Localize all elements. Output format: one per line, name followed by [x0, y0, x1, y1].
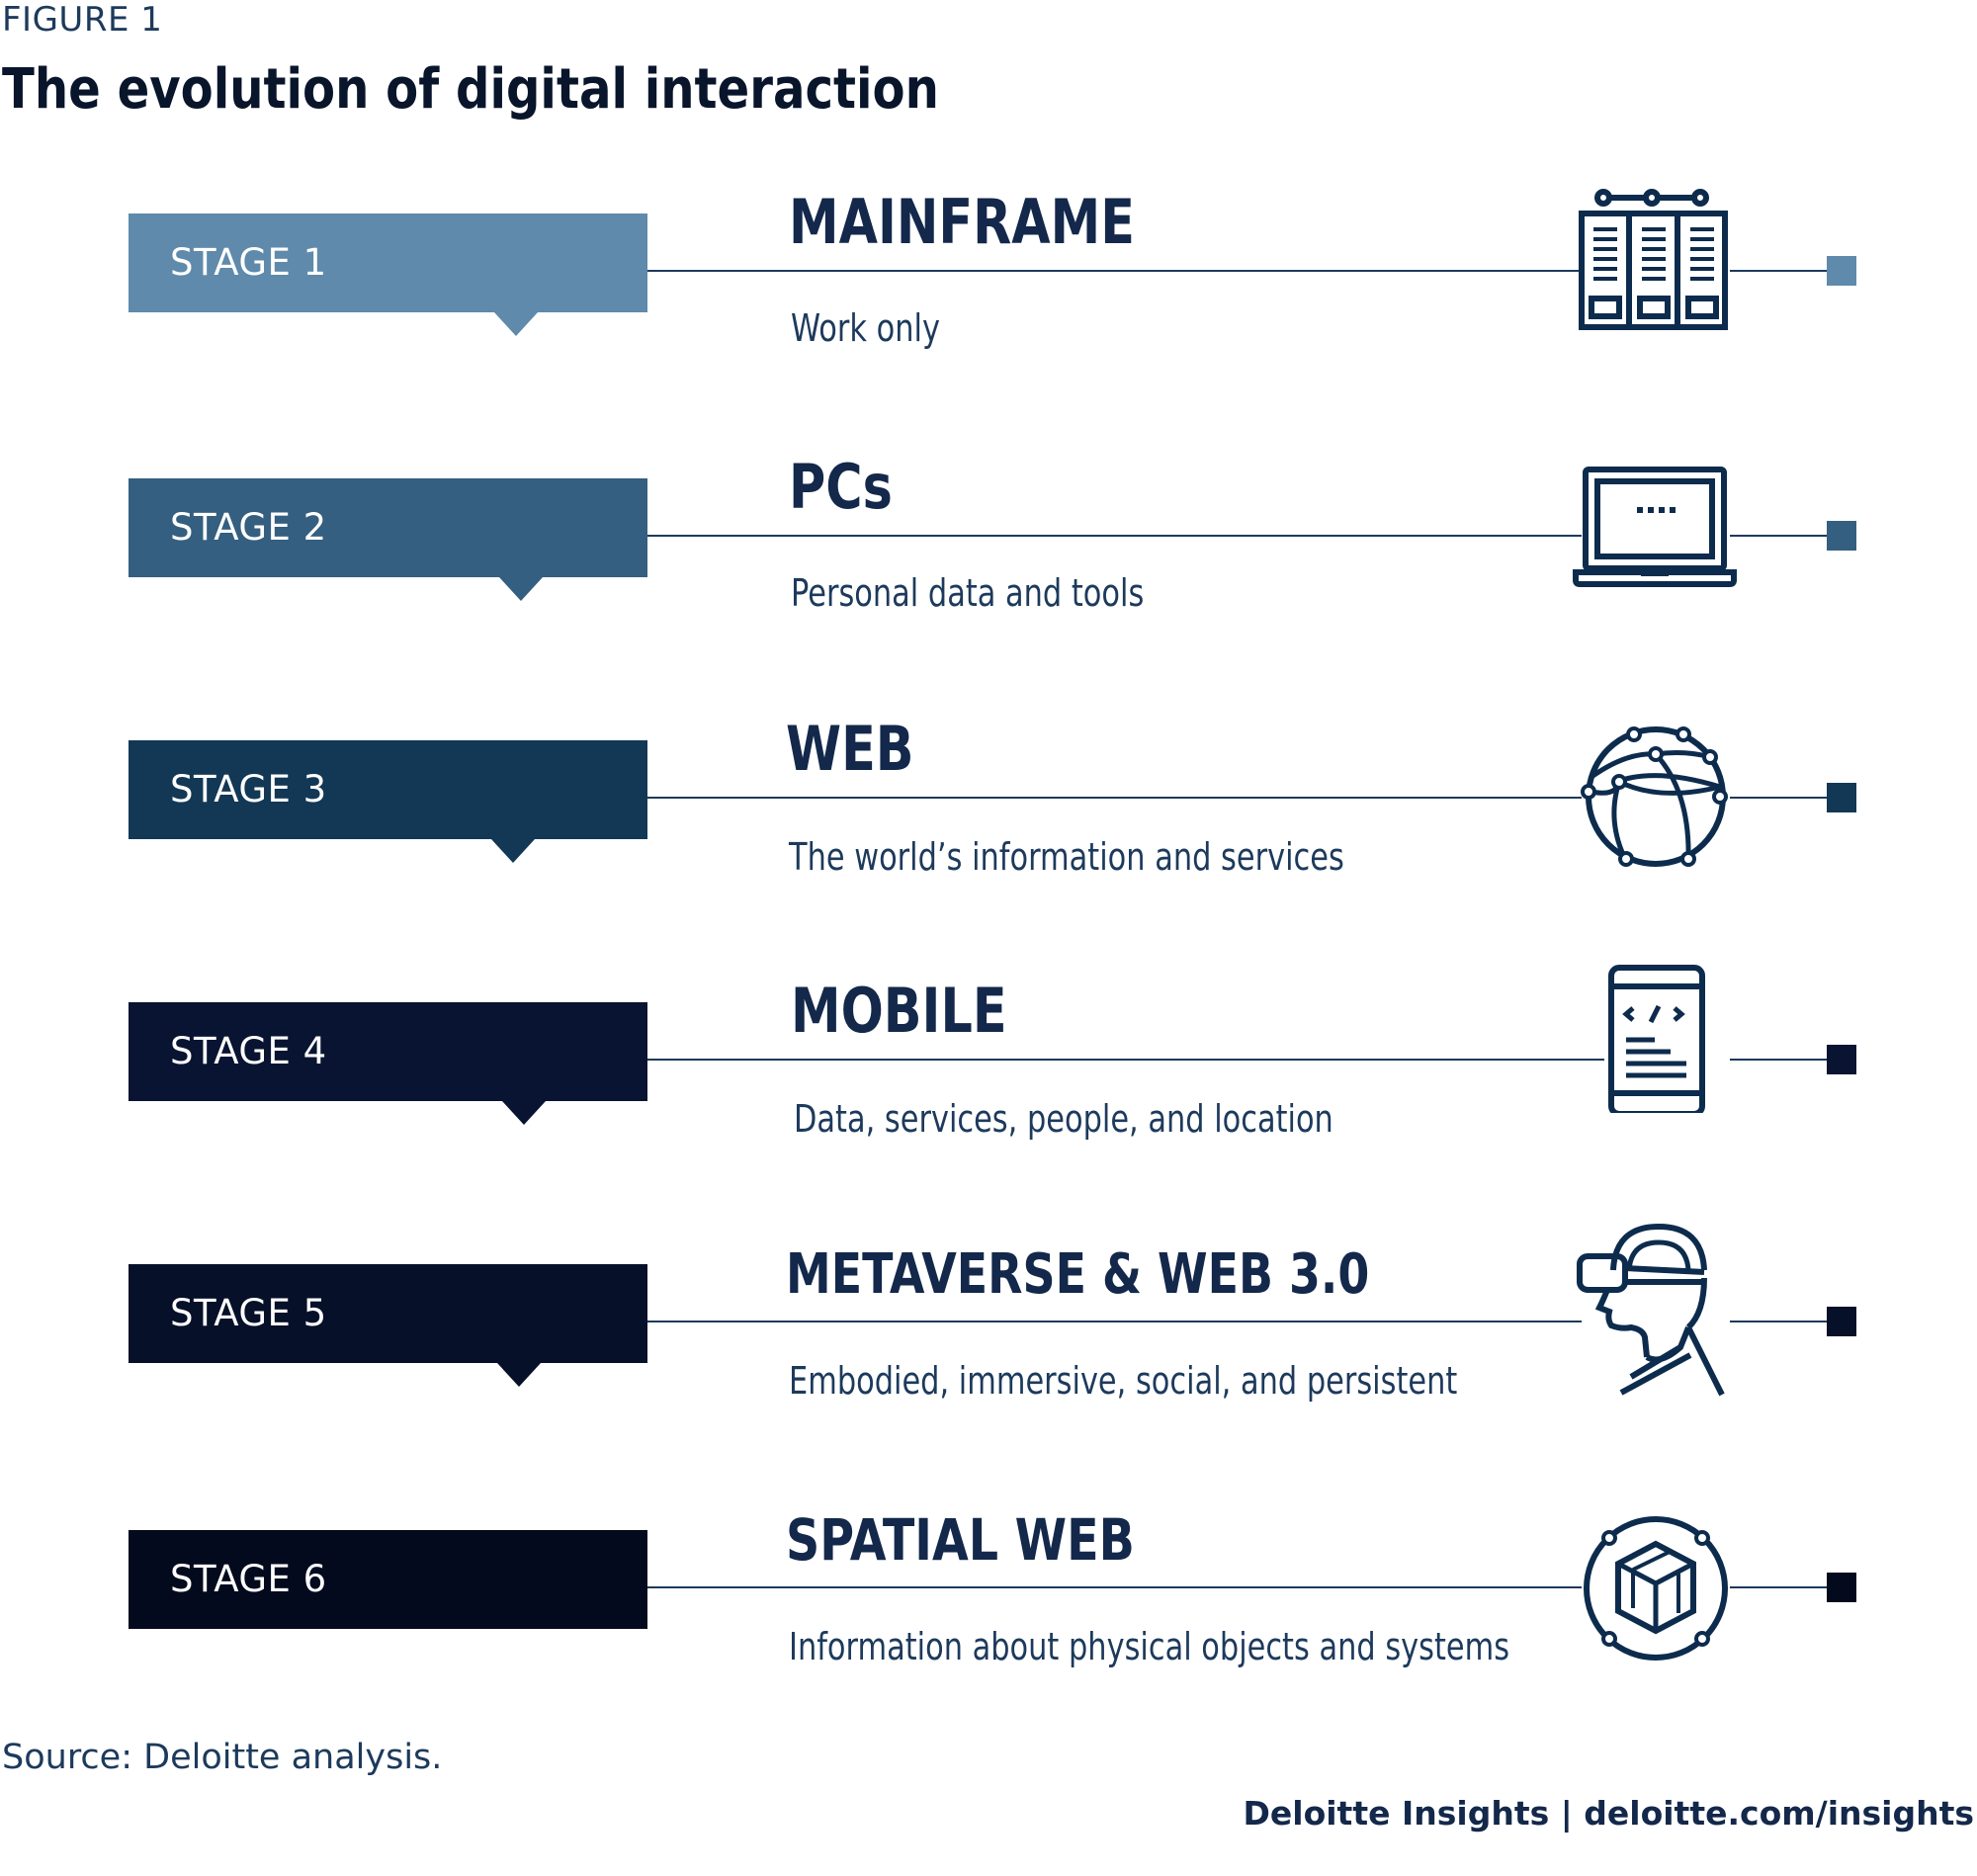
mobile-code-icon [1572, 965, 1740, 1113]
timeline-connector [647, 797, 1582, 799]
stage-description: Personal data and tools [791, 571, 1145, 615]
stage-label: STAGE 6 [170, 1558, 327, 1600]
stage-box: STAGE 4 [129, 1002, 647, 1101]
timeline-connector [647, 270, 1582, 272]
stage-description: Work only [791, 306, 940, 350]
stage-pointer [497, 1363, 541, 1387]
stage-box: STAGE 5 [129, 1264, 647, 1363]
mainframe-server-icon [1572, 188, 1740, 336]
stage-row-3: STAGE 3 WEB The world’s information and … [0, 713, 1977, 962]
timeline-connector-right [1730, 1059, 1829, 1061]
stage-description: The world’s information and services [789, 835, 1344, 879]
timeline-connector-right [1730, 1321, 1829, 1322]
stage-row-4: STAGE 4 MOBILE Data, services, people, a… [0, 965, 1977, 1224]
stage-name: MOBILE [791, 975, 1007, 1047]
stage-name: SPATIAL WEB [786, 1506, 1135, 1574]
stage-pointer [499, 577, 543, 601]
stage-description: Embodied, immersive, social, and persist… [789, 1359, 1458, 1403]
timeline-connector [647, 1586, 1582, 1588]
figure-title: The evolution of digital interaction [2, 57, 939, 122]
stage-row-5: STAGE 5 METAVERSE & WEB 3.0 Embodied, im… [0, 1223, 1977, 1486]
timeline-connector [647, 1321, 1582, 1322]
credit-line: Deloitte Insights | deloitte.com/insight… [1243, 1794, 1974, 1833]
vr-headset-person-icon [1572, 1219, 1740, 1397]
stage-name: MAINFRAME [789, 186, 1135, 258]
stage-row-1: STAGE 1 MAINFRAME Work only [0, 186, 1977, 435]
stage-end-marker [1827, 1045, 1856, 1074]
stage-box: STAGE 1 [129, 213, 647, 312]
stage-row-6: STAGE 6 SPATIAL WEB Information about ph… [0, 1506, 1977, 1751]
stage-pointer [502, 1101, 546, 1125]
stage-pointer [491, 839, 535, 863]
timeline-connector-right [1730, 535, 1829, 537]
stage-row-2: STAGE 2 PCs Personal data and tools [0, 451, 1977, 700]
stage-label: STAGE 3 [170, 768, 327, 810]
stage-label: STAGE 4 [170, 1030, 327, 1072]
stage-name: WEB [786, 713, 914, 785]
stage-pointer [494, 312, 538, 336]
globe-network-icon [1572, 723, 1740, 871]
stage-label: STAGE 2 [170, 506, 327, 549]
timeline-connector [647, 1059, 1604, 1061]
timeline-connector-right [1730, 797, 1829, 799]
source-note: Source: Deloitte analysis. [2, 1738, 443, 1777]
stage-end-marker [1827, 521, 1856, 551]
stage-box: STAGE 3 [129, 740, 647, 839]
stage-description: Information about physical objects and s… [789, 1625, 1510, 1668]
stage-box: STAGE 6 [129, 1530, 647, 1629]
stage-end-marker [1827, 1307, 1856, 1336]
stage-end-marker [1827, 783, 1856, 812]
timeline-connector-right [1730, 1586, 1829, 1588]
stage-description: Data, services, people, and location [794, 1097, 1333, 1141]
stage-label: STAGE 5 [170, 1292, 327, 1334]
stage-name: PCs [789, 451, 893, 523]
stage-name: METAVERSE & WEB 3.0 [786, 1242, 1370, 1307]
laptop-icon [1572, 458, 1740, 606]
timeline-connector-right [1730, 270, 1829, 272]
stage-label: STAGE 1 [170, 241, 327, 284]
stage-end-marker [1827, 1573, 1856, 1602]
stage-box: STAGE 2 [129, 478, 647, 577]
timeline-connector [647, 535, 1582, 537]
cube-orbit-icon [1572, 1514, 1740, 1663]
stage-end-marker [1827, 256, 1856, 286]
figure-label: FIGURE 1 [2, 0, 163, 40]
